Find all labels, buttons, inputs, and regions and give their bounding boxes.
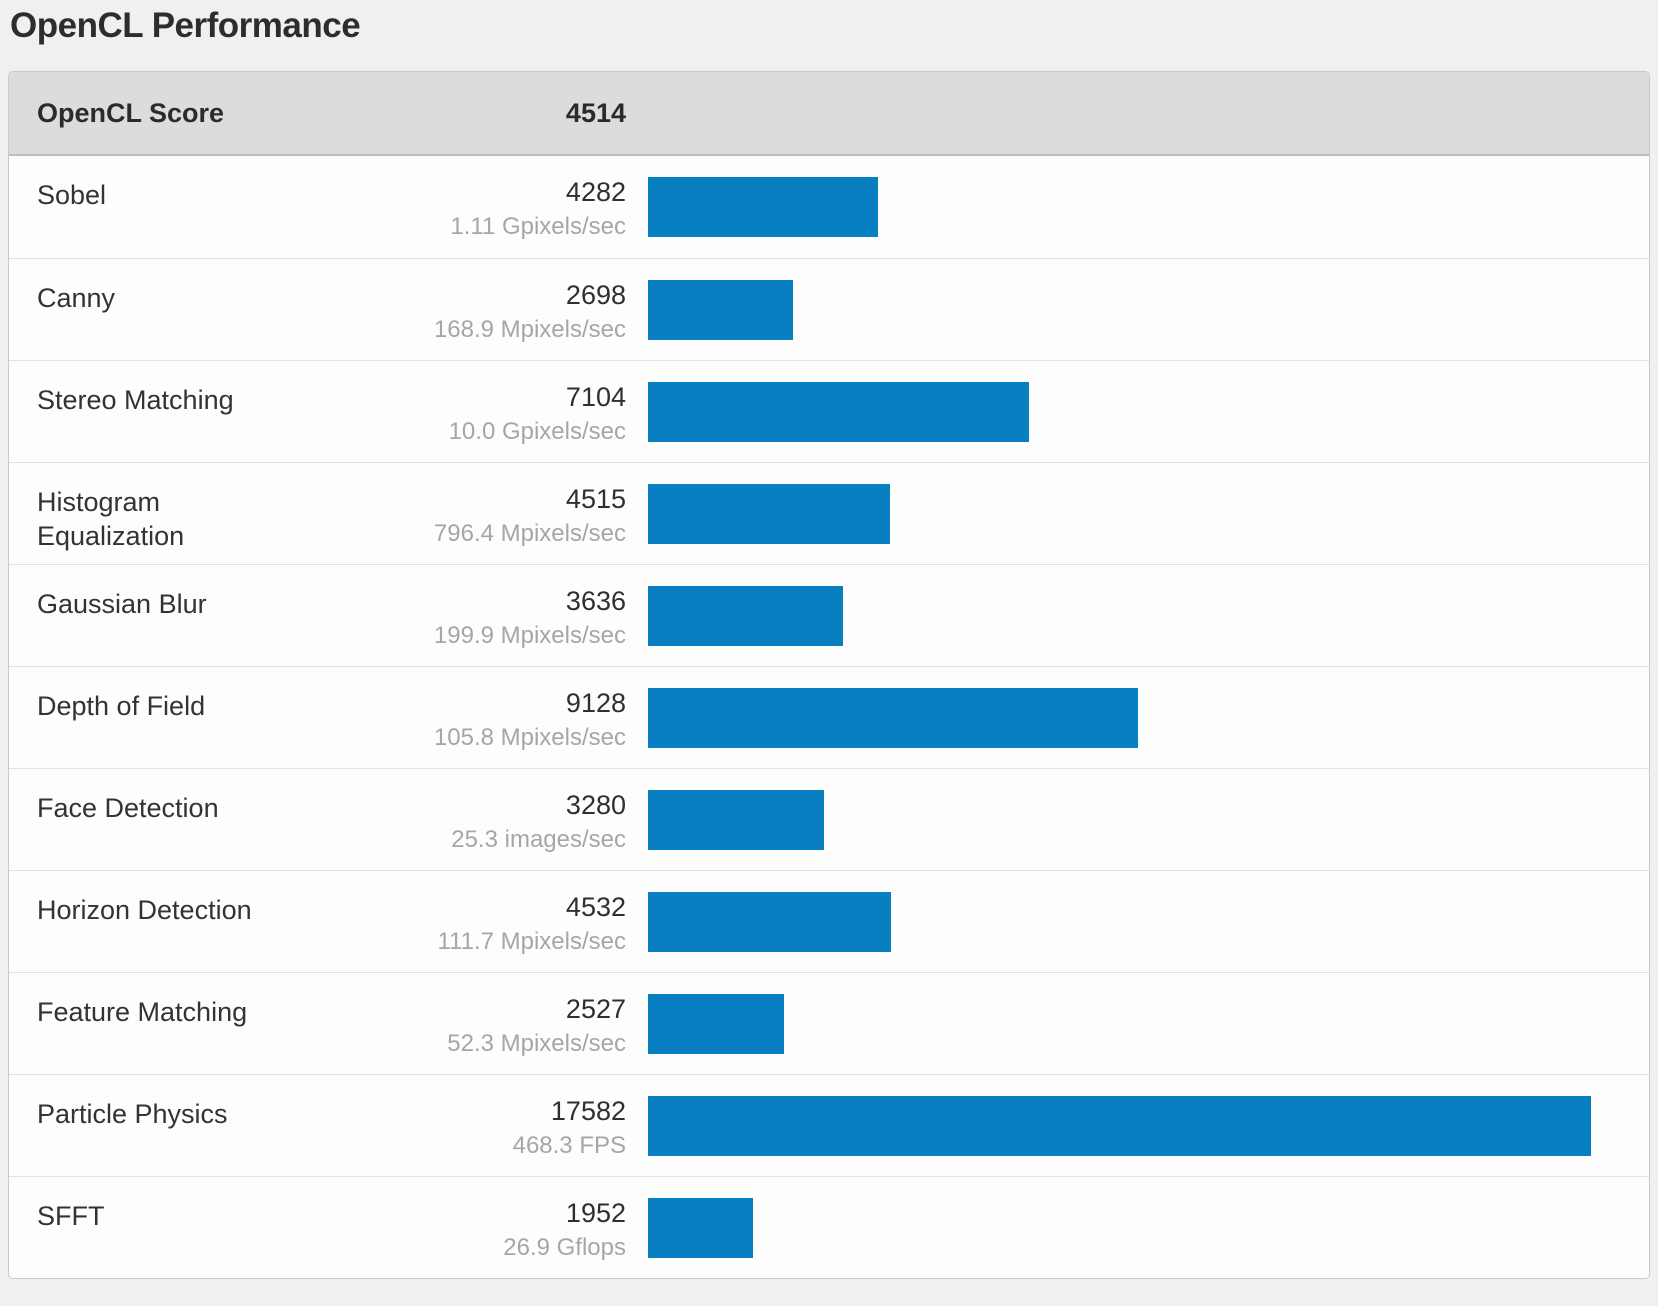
benchmark-score: 17582 xyxy=(550,1096,626,1126)
benchmark-row: Histogram Equalization 4515 796.4 Mpixel… xyxy=(9,462,1649,564)
benchmark-bar-track xyxy=(626,871,1649,972)
benchmark-bar-track xyxy=(626,1177,1649,1278)
benchmark-score: 3280 xyxy=(565,790,626,820)
benchmark-row: Canny 2698 168.9 Mpixels/sec xyxy=(9,258,1649,360)
benchmark-score-cell: 1952 26.9 Gflops xyxy=(289,1177,626,1278)
benchmark-rate: 111.7 Mpixels/sec xyxy=(437,928,626,955)
benchmark-table: OpenCL Score 4514 Sobel 4282 1.11 Gpixel… xyxy=(8,71,1650,1279)
benchmark-bar xyxy=(648,1096,1591,1156)
benchmark-bar-track xyxy=(626,259,1649,360)
benchmark-score-cell: 3636 199.9 Mpixels/sec xyxy=(289,565,626,666)
benchmark-score: 4282 xyxy=(565,177,626,207)
benchmark-label: Stereo Matching xyxy=(37,385,234,415)
benchmark-score-cell: 4515 796.4 Mpixels/sec xyxy=(289,463,626,564)
benchmark-rate: 105.8 Mpixels/sec xyxy=(433,724,626,751)
benchmark-label: Sobel xyxy=(37,180,107,210)
benchmark-bar xyxy=(648,280,793,340)
benchmark-label: Horizon Detection xyxy=(37,895,252,925)
page-title: OpenCL Performance xyxy=(10,6,361,45)
benchmark-score-cell: 3280 25.3 images/sec xyxy=(289,769,626,870)
benchmark-score-cell: 2698 168.9 Mpixels/sec xyxy=(289,259,626,360)
benchmark-row: Face Detection 3280 25.3 images/sec xyxy=(9,768,1649,870)
benchmark-bar-track xyxy=(626,565,1649,666)
benchmark-label: Depth of Field xyxy=(37,691,206,721)
benchmark-rate: 25.3 images/sec xyxy=(451,826,626,853)
benchmark-rate: 52.3 Mpixels/sec xyxy=(447,1030,626,1057)
benchmark-rate: 168.9 Mpixels/sec xyxy=(433,316,626,343)
benchmark-bar xyxy=(648,586,843,646)
benchmark-row: Sobel 4282 1.11 Gpixels/sec xyxy=(9,156,1649,258)
header-score-value: 4514 xyxy=(565,98,626,128)
benchmark-row: Stereo Matching 7104 10.0 Gpixels/sec xyxy=(9,360,1649,462)
benchmark-bar xyxy=(648,177,878,237)
benchmark-label: Face Detection xyxy=(37,793,219,823)
benchmark-score-cell: 9128 105.8 Mpixels/sec xyxy=(289,667,626,768)
benchmark-label: SFFT xyxy=(37,1201,105,1231)
benchmark-score: 2698 xyxy=(565,280,626,310)
benchmark-bar-track xyxy=(626,156,1649,258)
benchmark-bar-track xyxy=(626,1075,1649,1176)
benchmark-bar xyxy=(648,382,1029,442)
benchmark-bar xyxy=(648,892,891,952)
benchmark-label: Particle Physics xyxy=(37,1099,228,1129)
benchmark-row: Horizon Detection 4532 111.7 Mpixels/sec xyxy=(9,870,1649,972)
benchmark-score: 4515 xyxy=(565,484,626,514)
benchmark-bar xyxy=(648,790,824,850)
benchmark-score-cell: 4282 1.11 Gpixels/sec xyxy=(289,156,626,258)
benchmark-score: 4532 xyxy=(565,892,626,922)
benchmark-label: Feature Matching xyxy=(37,997,248,1027)
benchmark-score-cell: 2527 52.3 Mpixels/sec xyxy=(289,973,626,1074)
benchmark-bar-track xyxy=(626,667,1649,768)
benchmark-rate: 796.4 Mpixels/sec xyxy=(433,520,626,547)
benchmark-bar-track xyxy=(626,463,1649,564)
header-score-label: OpenCL Score xyxy=(37,98,225,128)
benchmark-bar xyxy=(648,688,1138,748)
benchmark-score-cell: 17582 468.3 FPS xyxy=(289,1075,626,1176)
table-header-row: OpenCL Score 4514 xyxy=(9,72,1649,156)
benchmark-rate: 1.11 Gpixels/sec xyxy=(450,213,626,240)
benchmark-score: 1952 xyxy=(565,1198,626,1228)
benchmark-rate: 26.9 Gflops xyxy=(503,1234,626,1261)
benchmark-bar-track xyxy=(626,769,1649,870)
benchmark-score: 9128 xyxy=(565,688,626,718)
benchmark-score: 7104 xyxy=(565,382,626,412)
benchmark-bar xyxy=(648,994,784,1054)
benchmark-score-cell: 7104 10.0 Gpixels/sec xyxy=(289,361,626,462)
benchmark-bar xyxy=(648,1198,753,1258)
benchmark-score: 3636 xyxy=(565,586,626,616)
benchmark-label: Gaussian Blur xyxy=(37,589,207,619)
benchmark-score: 2527 xyxy=(565,994,626,1024)
benchmark-bar-track xyxy=(626,361,1649,462)
benchmark-bar-track xyxy=(626,973,1649,1074)
benchmark-row: Particle Physics 17582 468.3 FPS xyxy=(9,1074,1649,1176)
benchmark-label: Histogram Equalization xyxy=(37,487,185,551)
benchmark-row: Feature Matching 2527 52.3 Mpixels/sec xyxy=(9,972,1649,1074)
benchmark-rate: 468.3 FPS xyxy=(512,1132,626,1159)
benchmark-row: Depth of Field 9128 105.8 Mpixels/sec xyxy=(9,666,1649,768)
benchmark-rate: 199.9 Mpixels/sec xyxy=(433,622,626,649)
table-body: Sobel 4282 1.11 Gpixels/sec Canny 2698 1… xyxy=(9,156,1649,1278)
benchmark-score-cell: 4532 111.7 Mpixels/sec xyxy=(289,871,626,972)
benchmark-rate: 10.0 Gpixels/sec xyxy=(448,418,626,445)
benchmark-row: SFFT 1952 26.9 Gflops xyxy=(9,1176,1649,1278)
benchmark-row: Gaussian Blur 3636 199.9 Mpixels/sec xyxy=(9,564,1649,666)
benchmark-bar xyxy=(648,484,890,544)
benchmark-label: Canny xyxy=(37,283,116,313)
